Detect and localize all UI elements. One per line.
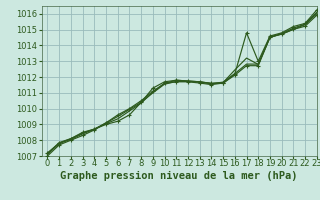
X-axis label: Graphe pression niveau de la mer (hPa): Graphe pression niveau de la mer (hPa) (60, 171, 298, 181)
